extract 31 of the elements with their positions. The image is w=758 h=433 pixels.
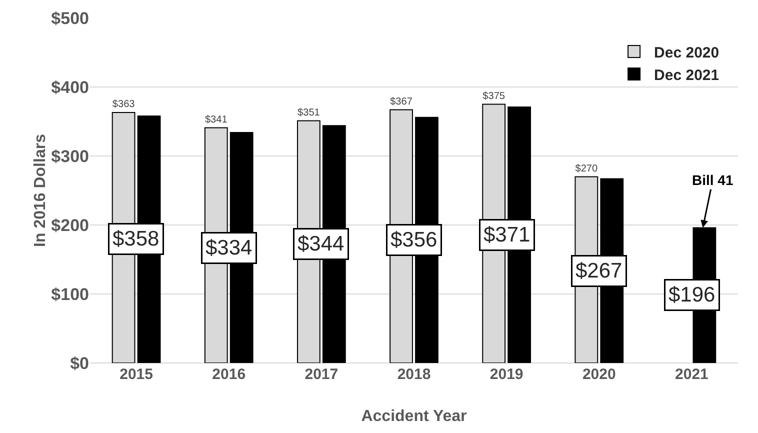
- x-tick-label: 2019: [490, 366, 524, 383]
- data-label: $363: [112, 99, 136, 110]
- data-label: $375: [482, 90, 506, 102]
- data-label: $367: [390, 96, 413, 108]
- legend-label: Dec 2021: [654, 66, 720, 84]
- x-tick-label: 2020: [582, 366, 616, 383]
- data-label: $344: [298, 232, 345, 256]
- y-tick-label: $400: [51, 78, 89, 97]
- data-label: $341: [204, 114, 228, 126]
- data-label: $356: [390, 228, 438, 252]
- y-axis-title: In 2016 Dollars: [32, 134, 50, 247]
- x-tick-label: 2017: [304, 366, 338, 383]
- y-tick-label: $500: [51, 8, 89, 28]
- y-tick-label: $300: [51, 146, 89, 166]
- x-tick-label: 2016: [212, 366, 246, 383]
- y-tick-label: $200: [51, 216, 89, 235]
- y-tick-label: $0: [70, 354, 89, 373]
- y-tick-label: $100: [51, 284, 89, 304]
- data-label: $334: [206, 236, 253, 260]
- x-tick-label: 2015: [120, 366, 153, 383]
- data-label: $196: [668, 284, 716, 306]
- data-label: $267: [576, 260, 622, 282]
- data-label: $270: [575, 163, 598, 174]
- data-label: $371: [484, 224, 530, 246]
- annotation: Bill 41: [692, 172, 734, 188]
- data-label: $358: [112, 228, 160, 250]
- x-tick-label: 2018: [397, 366, 431, 383]
- legend-label: Dec 2020: [654, 44, 720, 62]
- x-axis-title: Accident Year: [361, 408, 467, 425]
- data-label: $351: [298, 107, 320, 118]
- x-tick-label: 2021: [675, 366, 708, 383]
